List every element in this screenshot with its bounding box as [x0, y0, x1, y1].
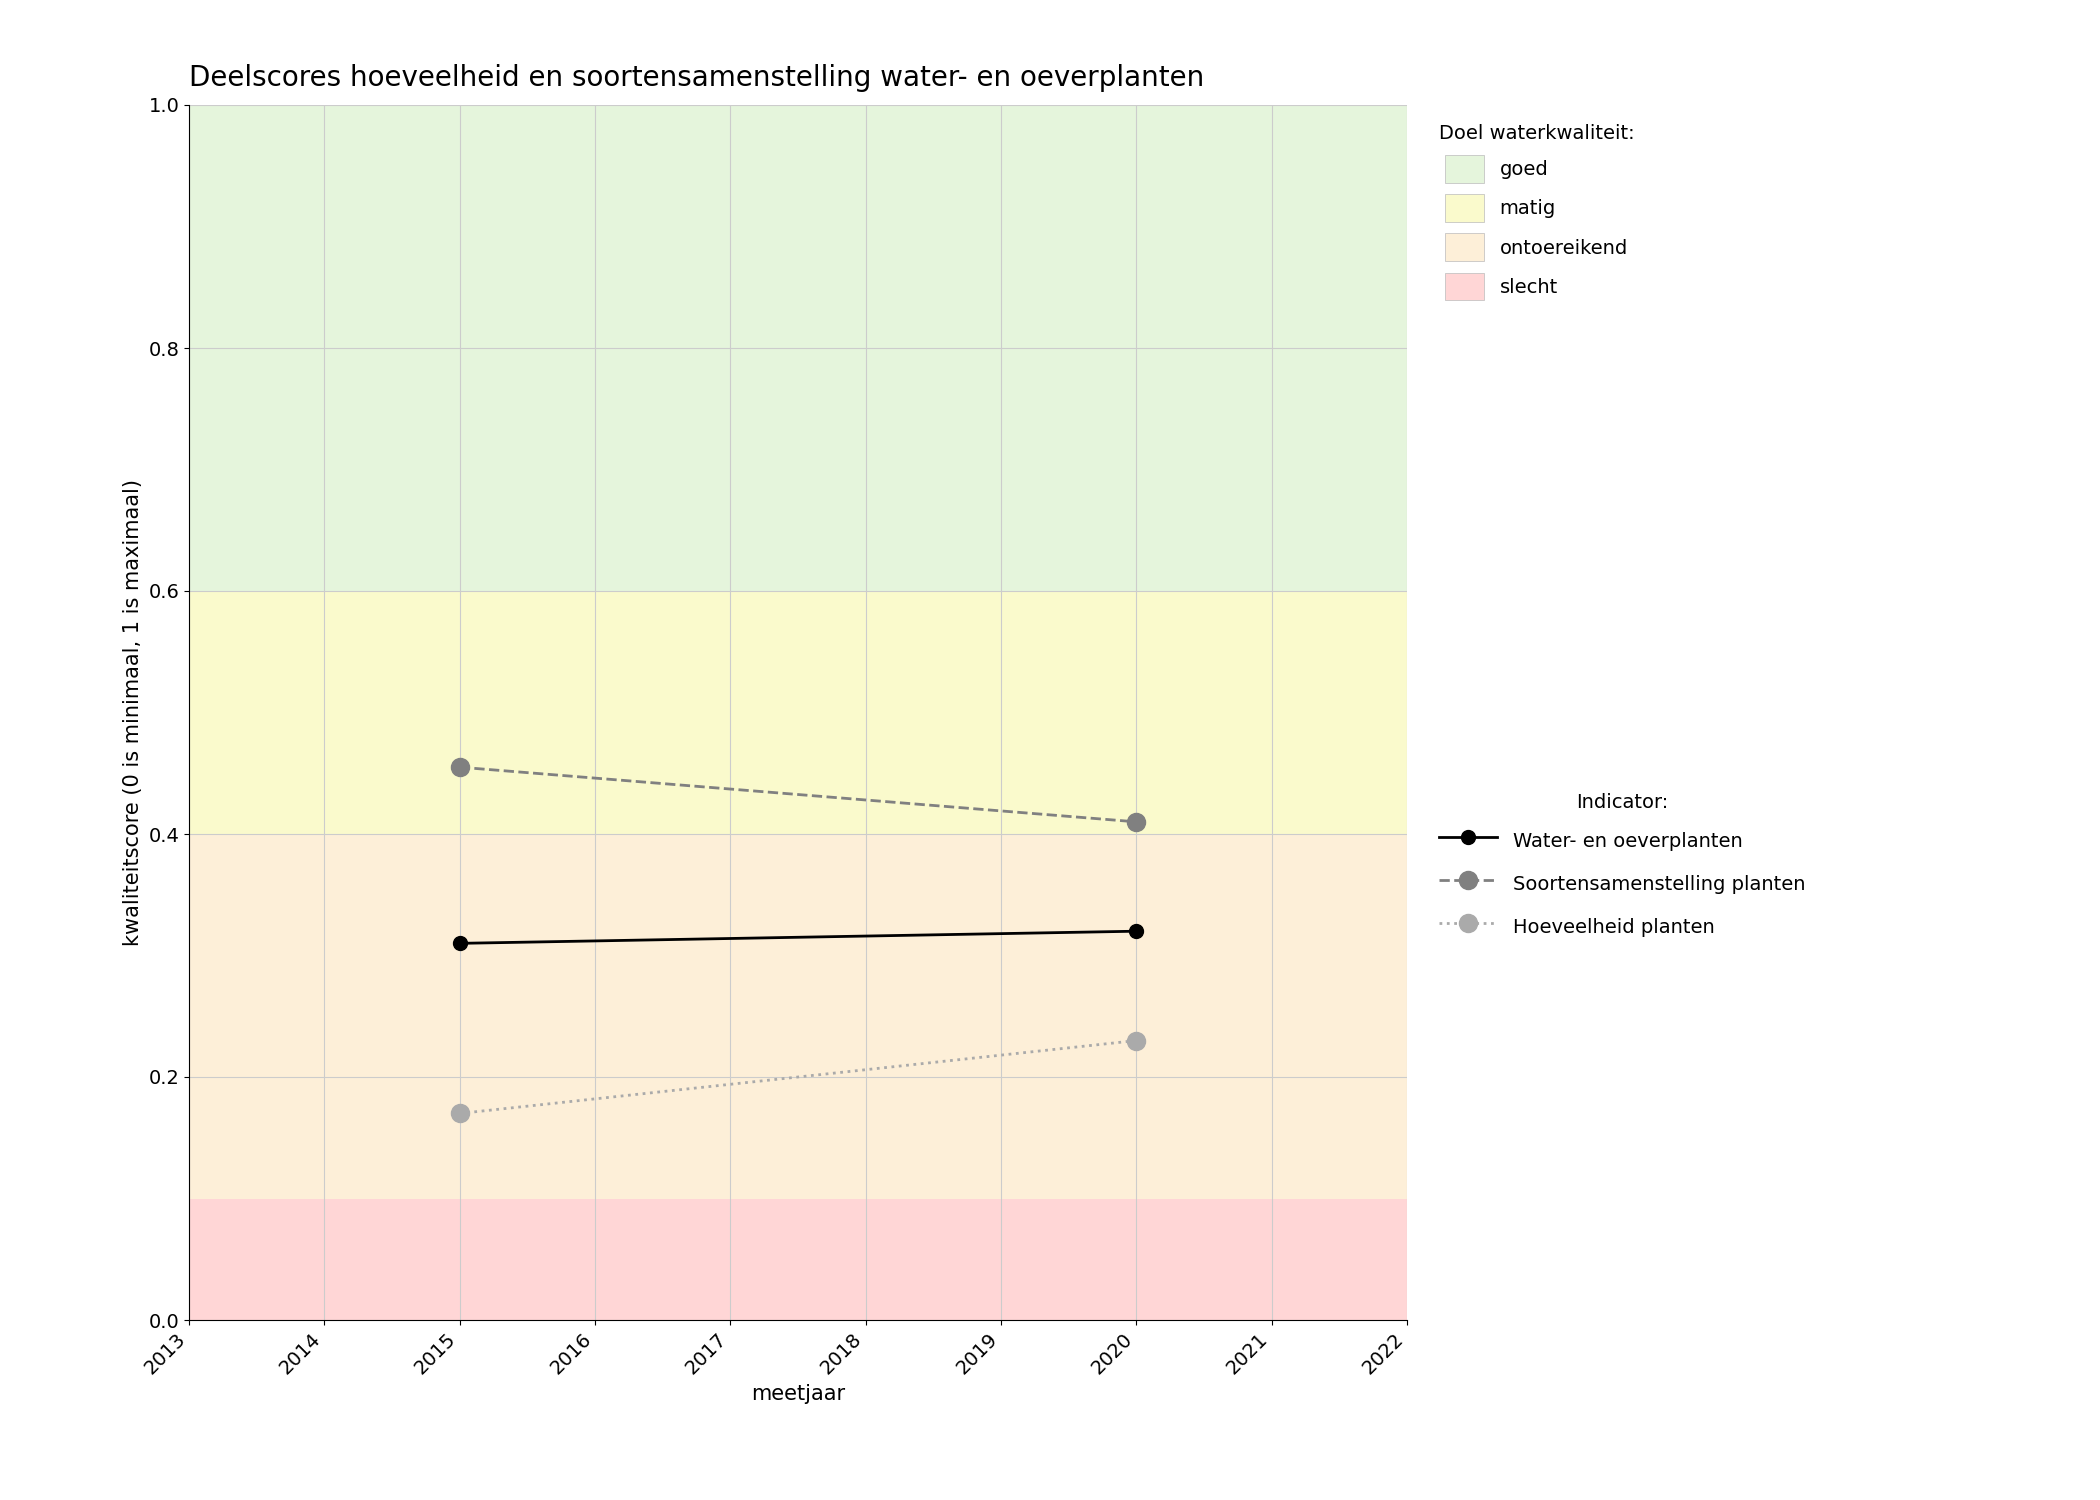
Text: Deelscores hoeveelheid en soortensamenstelling water- en oeverplanten: Deelscores hoeveelheid en soortensamenst… [189, 63, 1203, 92]
Legend: Water- en oeverplanten, Soortensamenstelling planten, Hoeveelheid planten: Water- en oeverplanten, Soortensamenstel… [1428, 783, 1814, 951]
Bar [189, 105, 1407, 591]
Bar [189, 1198, 1407, 1320]
X-axis label: meetjaar: meetjaar [752, 1383, 844, 1404]
Bar [189, 591, 1407, 834]
Y-axis label: kwaliteitscore (0 is minimaal, 1 is maximaal): kwaliteitscore (0 is minimaal, 1 is maxi… [122, 478, 143, 946]
Bar [189, 834, 1407, 1198]
